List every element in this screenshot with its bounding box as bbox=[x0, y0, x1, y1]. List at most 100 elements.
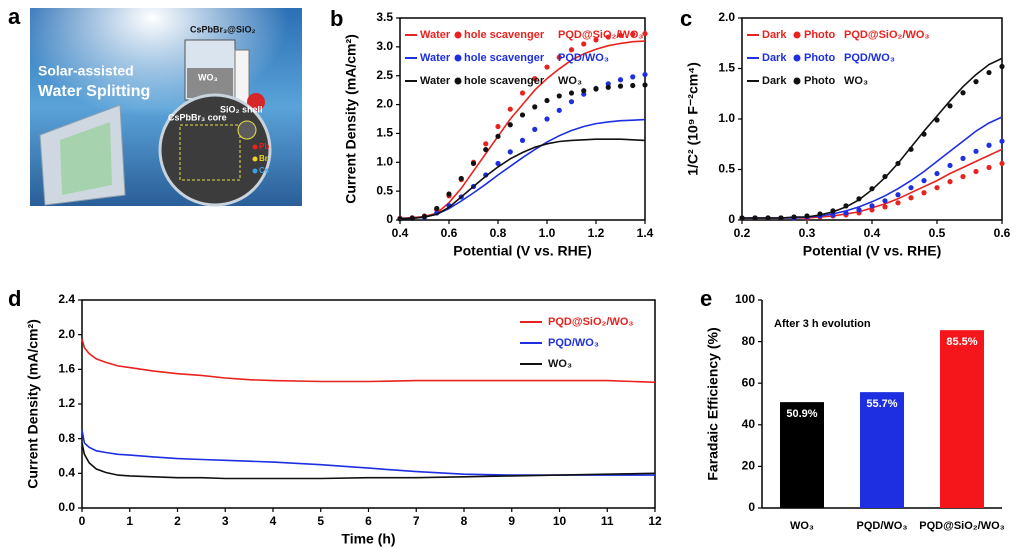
illustration-label: CsPbBr₃ core bbox=[168, 112, 227, 122]
data-dot bbox=[470, 160, 477, 167]
y-tick-label: 1.0 bbox=[718, 111, 735, 125]
legend-dot bbox=[793, 31, 801, 39]
y-tick-label: 0.8 bbox=[58, 431, 75, 445]
legend-label: hole scavenger bbox=[464, 29, 545, 41]
panel-label: b bbox=[330, 6, 343, 31]
data-dot bbox=[973, 168, 979, 175]
panel-a-illustration: a Solar-assisted Water Splitting CsPbBr₃… bbox=[8, 4, 302, 207]
x-tick-label: 0.2 bbox=[734, 226, 751, 240]
legend-label: PQD@SiO₂/WO₃ bbox=[844, 29, 929, 41]
legend-label: hole scavenger bbox=[464, 75, 545, 87]
data-dot bbox=[434, 205, 440, 212]
data-dot bbox=[519, 90, 526, 96]
data-dot bbox=[617, 77, 624, 83]
illustration-label: WO₃ bbox=[198, 72, 218, 82]
legend-label: WO₃ bbox=[558, 75, 582, 87]
data-dot bbox=[908, 185, 914, 191]
x-tick-label: 0.5 bbox=[929, 226, 946, 240]
legend-label: hole scavenger bbox=[464, 52, 545, 64]
x-tick-label: 1 bbox=[126, 514, 133, 528]
x-tick-label: 0.4 bbox=[392, 226, 409, 240]
data-dot bbox=[617, 32, 624, 38]
bar bbox=[940, 330, 984, 508]
data-dot bbox=[593, 37, 599, 43]
x-tick-label: PQD/WO₃ bbox=[857, 520, 908, 532]
y-tick-label: 100 bbox=[735, 292, 755, 306]
x-tick-label: 4 bbox=[270, 514, 277, 528]
panel-label: d bbox=[8, 286, 21, 311]
y-tick-label: 3.5 bbox=[376, 10, 393, 24]
data-dot bbox=[973, 148, 979, 154]
data-dot bbox=[458, 175, 464, 182]
legend-label: PQD/WO₃ bbox=[548, 337, 599, 349]
data-dot bbox=[483, 141, 489, 147]
data-line bbox=[399, 40, 646, 220]
data-dot bbox=[495, 133, 501, 139]
data-dot bbox=[921, 131, 927, 137]
x-tick-label: 3 bbox=[222, 514, 229, 528]
data-dot bbox=[765, 215, 771, 221]
data-dot bbox=[532, 76, 538, 82]
y-tick-label: 2.0 bbox=[376, 97, 393, 111]
data-dot bbox=[895, 160, 901, 167]
data-dot bbox=[495, 123, 501, 130]
data-line bbox=[81, 442, 656, 480]
y-tick-label: 1.0 bbox=[376, 154, 393, 168]
x-tick-label: 0 bbox=[79, 514, 86, 528]
panel-label: c bbox=[680, 6, 692, 31]
x-tick-label: 0.4 bbox=[864, 226, 881, 240]
data-dot bbox=[895, 200, 901, 206]
panel-label: e bbox=[700, 286, 712, 311]
legend-label: Dark bbox=[762, 75, 787, 87]
data-dot bbox=[446, 191, 452, 197]
data-dot bbox=[947, 103, 953, 109]
y-tick-label: 2.0 bbox=[718, 10, 735, 24]
x-tick-label: 0.8 bbox=[490, 226, 507, 240]
legend-label: Dark bbox=[762, 29, 787, 41]
data-dot bbox=[856, 207, 862, 213]
legend-label: Photo bbox=[804, 29, 835, 41]
illustration-label: CsPbBr₃@SiO₂ bbox=[190, 24, 255, 34]
data-dot bbox=[986, 69, 992, 76]
data-dot bbox=[986, 164, 992, 171]
data-dot bbox=[869, 186, 875, 192]
data-dot bbox=[882, 198, 888, 204]
data-dot bbox=[830, 212, 836, 218]
data-dot bbox=[999, 63, 1005, 70]
plot-frame bbox=[399, 17, 646, 221]
y-axis-label: 1/C² (10⁹ F⁻²cm⁴) bbox=[685, 62, 701, 176]
panel-label: a bbox=[8, 4, 21, 29]
legend-dot bbox=[454, 54, 462, 62]
data-dot bbox=[752, 215, 758, 221]
legend-label: Photo bbox=[804, 75, 835, 87]
y-tick-label: 0.0 bbox=[58, 500, 75, 514]
data-dot bbox=[409, 215, 415, 221]
y-tick-label: 2.0 bbox=[58, 327, 75, 341]
y-tick-label: 20 bbox=[742, 459, 756, 473]
y-tick-label: 1.5 bbox=[376, 126, 393, 140]
data-dot bbox=[617, 83, 624, 89]
y-tick-label: 1.5 bbox=[718, 61, 735, 75]
data-dot bbox=[544, 64, 550, 70]
data-dot bbox=[532, 126, 538, 132]
legend-label: Photo bbox=[804, 52, 835, 64]
value-label: 85.5% bbox=[946, 336, 977, 348]
legend-label: WO₃ bbox=[844, 75, 868, 87]
data-dot bbox=[960, 90, 966, 96]
data-dot bbox=[630, 31, 636, 37]
legend-dot bbox=[793, 54, 801, 62]
illustration-label: Cs bbox=[259, 166, 270, 175]
data-dot bbox=[778, 215, 784, 221]
y-tick-label: 2.4 bbox=[58, 292, 75, 306]
bar bbox=[860, 392, 904, 508]
x-tick-label: WO₃ bbox=[790, 520, 814, 532]
data-dot bbox=[882, 204, 888, 210]
x-tick-label: 0.6 bbox=[994, 226, 1011, 240]
legend-dot bbox=[454, 77, 462, 85]
x-tick-label: 0.3 bbox=[799, 226, 816, 240]
data-dot bbox=[605, 34, 611, 40]
data-line bbox=[81, 338, 656, 384]
y-tick-label: 1.2 bbox=[58, 396, 75, 410]
data-dot bbox=[843, 210, 849, 216]
x-tick-label: 2 bbox=[174, 514, 181, 528]
